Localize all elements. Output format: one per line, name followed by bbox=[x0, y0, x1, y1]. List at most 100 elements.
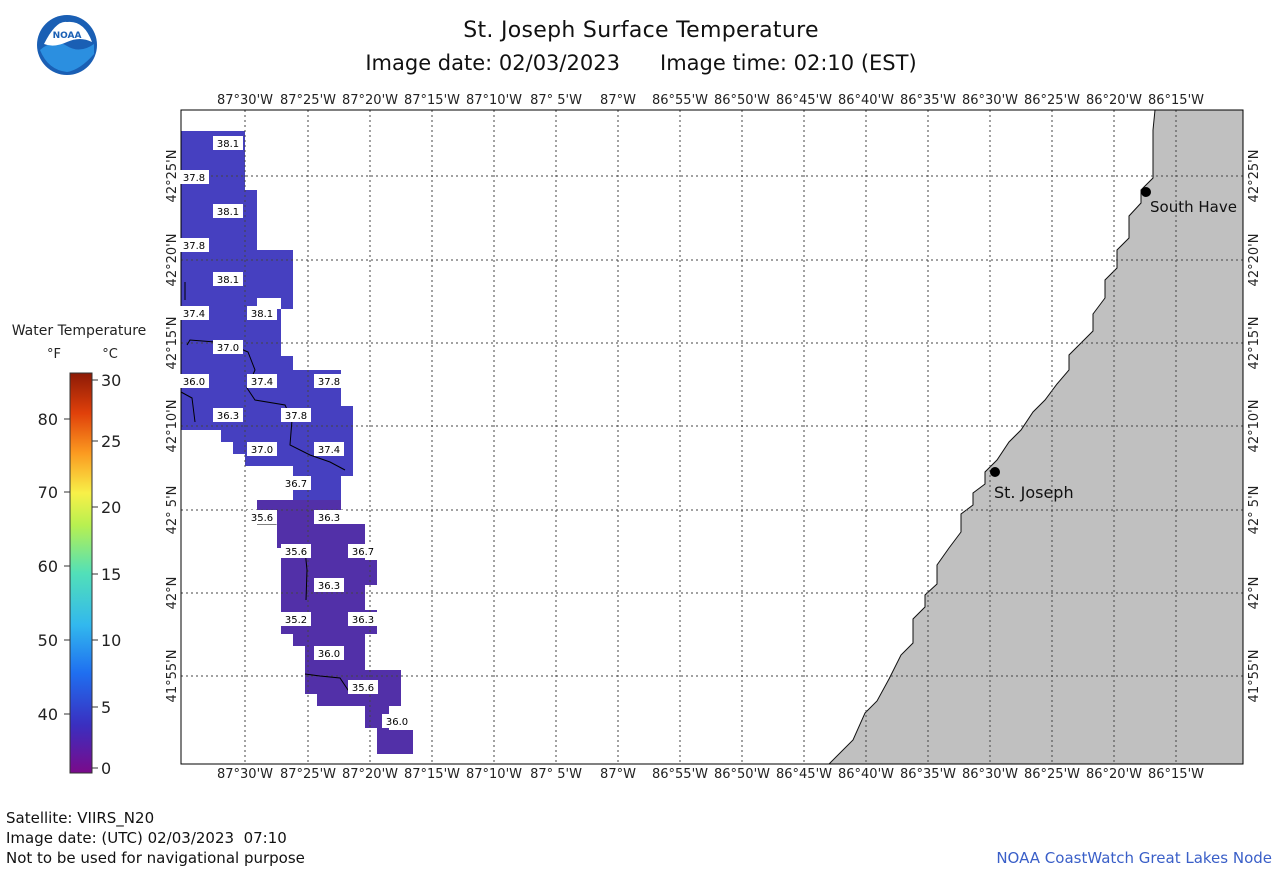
temp-label-box bbox=[314, 510, 344, 524]
footer-utc-date: Image date: (UTC) 02/03/2023 07:10 bbox=[6, 829, 287, 847]
temp-label: 37.8 bbox=[285, 411, 307, 422]
map-frame bbox=[180, 109, 1244, 765]
lat-label: 42°10'N bbox=[165, 400, 180, 453]
lon-label: 87°25'W bbox=[280, 93, 336, 108]
temp-label: 36.7 bbox=[285, 479, 307, 490]
temp-label-box bbox=[281, 612, 311, 626]
temp-label: 37.8 bbox=[183, 173, 205, 184]
lat-label: 42° 5'N bbox=[1247, 486, 1262, 535]
lon-label: 87°15'W bbox=[404, 767, 460, 782]
temp-label-box bbox=[247, 442, 277, 456]
lon-label: 86°35'W bbox=[900, 767, 956, 782]
temp-label: 36.3 bbox=[318, 513, 340, 524]
temp-label: 36.0 bbox=[386, 717, 408, 728]
lon-label: 86°15'W bbox=[1148, 767, 1204, 782]
temp-label-box bbox=[382, 714, 412, 728]
lon-label: 86°30'W bbox=[962, 93, 1018, 108]
lon-label: 87° 5'W bbox=[530, 767, 582, 782]
lon-label: 86°30'W bbox=[962, 767, 1018, 782]
temp-label-box bbox=[281, 544, 311, 558]
footer-disclaimer: Not to be used for navigational purpose bbox=[6, 849, 305, 867]
temp-label: 35.2 bbox=[285, 615, 307, 626]
lon-label: 86°20'W bbox=[1086, 93, 1142, 108]
lat-label: 42°20'N bbox=[165, 234, 180, 287]
footer-satellite: Satellite: VIIRS_N20 bbox=[6, 809, 155, 827]
legend-f-tick: 70 bbox=[38, 483, 58, 502]
temp-label-box bbox=[314, 442, 344, 456]
temp-label: 35.6 bbox=[251, 513, 273, 524]
lon-label: 87°10'W bbox=[466, 93, 522, 108]
lon-label: 86°45'W bbox=[776, 767, 832, 782]
lat-label: 42°15'N bbox=[165, 317, 180, 370]
temp-label: 37.4 bbox=[183, 309, 205, 320]
temp-label-box bbox=[314, 646, 344, 660]
lat-label: 41°55'N bbox=[1247, 650, 1262, 703]
coastwatch-node-link[interactable]: NOAA CoastWatch Great Lakes Node bbox=[996, 849, 1272, 867]
legend-c-tick: 5 bbox=[101, 698, 111, 717]
temp-label-box bbox=[213, 340, 243, 354]
temp-label-box bbox=[247, 510, 277, 524]
latitude-labels-right: 42°25'N 42°20'N 42°15'N 42°10'N 42° 5'N 42°N 4… bbox=[1247, 150, 1262, 703]
legend-f-tick: 40 bbox=[38, 705, 58, 724]
lat-label: 42°N bbox=[1247, 577, 1262, 610]
lat-label: 42°25'N bbox=[165, 150, 180, 203]
legend-unit-f: °F bbox=[47, 347, 61, 362]
temp-label: 37.8 bbox=[183, 241, 205, 252]
temp-label: 36.0 bbox=[183, 377, 205, 388]
legend-title: Water Temperature bbox=[12, 323, 147, 339]
map-title: St. Joseph Surface Temperature bbox=[463, 18, 819, 43]
lat-label: 41°55'N bbox=[165, 650, 180, 703]
legend-c-tick: 20 bbox=[101, 498, 121, 517]
temp-label: 36.3 bbox=[217, 411, 239, 422]
legend-c-tick: 25 bbox=[101, 432, 121, 451]
temperature-pixels bbox=[181, 131, 413, 754]
temp-label: 38.1 bbox=[217, 275, 239, 286]
lon-label: 86°25'W bbox=[1024, 767, 1080, 782]
temp-label: 35.6 bbox=[352, 683, 374, 694]
lon-label: 87°25'W bbox=[280, 767, 336, 782]
temp-label-box bbox=[179, 170, 209, 184]
lon-label: 86°55'W bbox=[652, 767, 708, 782]
graticule bbox=[181, 110, 1243, 764]
lon-label: 86°15'W bbox=[1148, 93, 1204, 108]
lon-label: 87° 5'W bbox=[530, 93, 582, 108]
legend-c-tick: 15 bbox=[101, 565, 121, 584]
image-time: Image time: 02:10 (EST) bbox=[660, 51, 917, 75]
temp-label-box bbox=[281, 408, 311, 422]
temp-label-box bbox=[247, 306, 277, 320]
lon-label: 87°10'W bbox=[466, 767, 522, 782]
temp-label-box bbox=[348, 544, 378, 558]
logo-text: NOAA bbox=[53, 31, 82, 41]
city-dot-st-joseph bbox=[990, 467, 1000, 477]
lon-label: 87°W bbox=[600, 93, 636, 108]
temp-label-box bbox=[213, 272, 243, 286]
temp-label: 37.8 bbox=[318, 377, 340, 388]
lat-label: 42°10'N bbox=[1247, 400, 1262, 453]
temp-label-box bbox=[213, 136, 243, 150]
temp-label: 38.1 bbox=[251, 309, 273, 320]
temp-label-box bbox=[247, 374, 277, 388]
temp-label: 36.3 bbox=[352, 615, 374, 626]
city-dot-south-haven bbox=[1141, 187, 1151, 197]
lon-label: 86°55'W bbox=[652, 93, 708, 108]
temp-label: 38.1 bbox=[217, 207, 239, 218]
lat-label: 42°25'N bbox=[1247, 150, 1262, 203]
longitude-labels-top: 87°30'W 87°25'W 87°20'W 87°15'W 87°10'W 87° 5… bbox=[217, 93, 1204, 108]
temp-label-box bbox=[348, 680, 378, 694]
temp-label: 36.7 bbox=[352, 547, 374, 558]
lon-label: 87°W bbox=[600, 767, 636, 782]
lon-label: 86°50'W bbox=[714, 767, 770, 782]
temp-label: 36.3 bbox=[318, 581, 340, 592]
temp-label: 37.0 bbox=[251, 445, 273, 456]
map-subtitle: Image date: 02/03/2023 Image time: 02:10… bbox=[0, 51, 1282, 75]
lon-label: 87°30'W bbox=[217, 767, 273, 782]
lon-label: 86°25'W bbox=[1024, 93, 1080, 108]
lon-label: 86°40'W bbox=[838, 767, 894, 782]
lon-label: 87°20'W bbox=[342, 93, 398, 108]
temp-label: 37.0 bbox=[217, 343, 239, 354]
lat-label: 42° 5'N bbox=[165, 486, 180, 535]
temp-label-box bbox=[213, 204, 243, 218]
city-label-st-joseph: St. Joseph bbox=[994, 483, 1074, 502]
legend-c-tick: 10 bbox=[101, 631, 121, 650]
